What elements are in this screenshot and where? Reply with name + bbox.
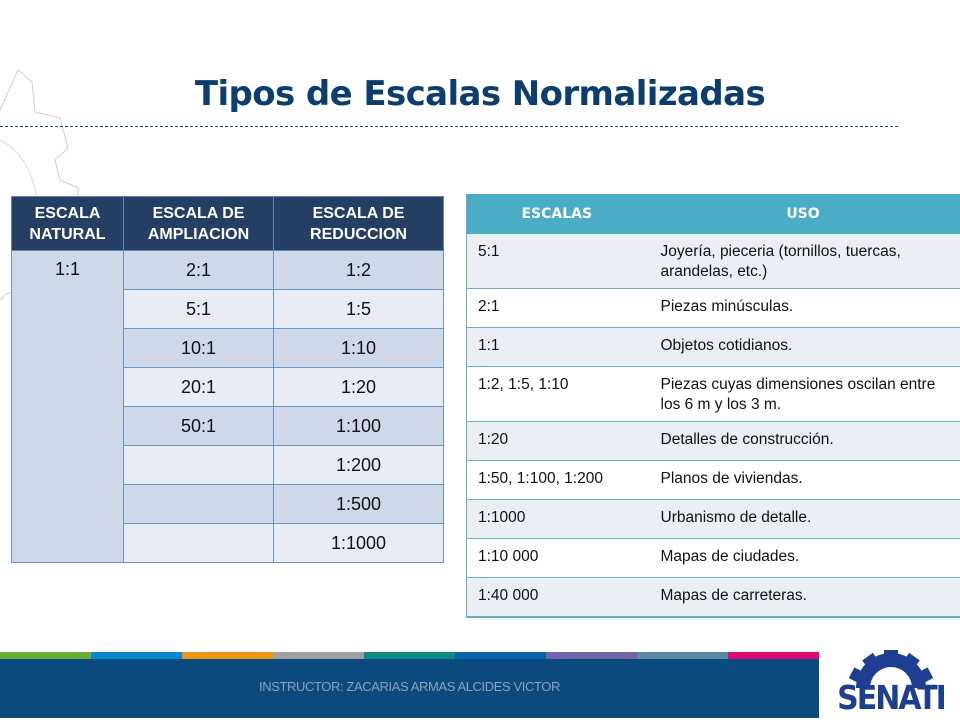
uso-cell: Objetos cotidianos. xyxy=(646,327,960,367)
stripe xyxy=(91,652,182,659)
table-row: 1:1000 xyxy=(12,523,444,563)
header-reduccion: ESCALA DE REDUCCION xyxy=(273,196,444,251)
header-uso: USO xyxy=(646,194,960,234)
uso-cell: Piezas minúsculas. xyxy=(646,288,960,328)
table-row: 1:40 000 Mapas de carreteras. xyxy=(466,577,960,617)
title-divider xyxy=(0,126,898,127)
footer-bar xyxy=(0,659,819,718)
reduccion-cell: 1:100 xyxy=(273,406,444,446)
reduccion-cell: 1:500 xyxy=(273,484,444,524)
uso-cell: Mapas de ciudades. xyxy=(646,538,960,578)
table-row: 1:500 xyxy=(12,484,444,524)
table-row: 1:1 Objetos cotidianos. xyxy=(466,327,960,367)
senati-gear-icon xyxy=(848,650,934,688)
uso-cell: Piezas cuyas dimensiones oscilan entre l… xyxy=(646,366,960,422)
ampliacion-cell xyxy=(123,523,274,563)
table-row: 10:1 1:10 xyxy=(12,328,444,368)
table-row: 5:1 Joyería, pieceria (tornillos, tuerca… xyxy=(466,233,960,289)
uso-cell: Planos de viviendas. xyxy=(646,460,960,500)
uso-cell: Detalles de construcción. xyxy=(646,421,960,461)
table-row: 1:1000 Urbanismo de detalle. xyxy=(466,499,960,539)
table-row: 1:50, 1:100, 1:200 Planos de viviendas. xyxy=(466,460,960,500)
reduccion-cell: 1:10 xyxy=(273,328,444,368)
header-escalas: ESCALAS xyxy=(466,194,647,234)
table-row: 2:1 Piezas minúsculas. xyxy=(466,288,960,328)
slide-title: Tipos de Escalas Normalizadas xyxy=(194,74,766,114)
reduccion-cell: 1:5 xyxy=(273,289,444,329)
ampliacion-cell: 50:1 xyxy=(123,406,274,446)
reduccion-cell: 1:1000 xyxy=(273,523,444,563)
ampliacion-cell: 10:1 xyxy=(123,328,274,368)
escala-cell: 2:1 xyxy=(466,288,647,328)
escala-cell: 1:1000 xyxy=(466,499,647,539)
instructor-label: INSTRUCTOR: ZACARIAS ARMAS ALCIDES VICTO… xyxy=(259,679,560,694)
stripe xyxy=(455,652,546,659)
reduccion-cell: 1:20 xyxy=(273,367,444,407)
table-row: 5:1 1:5 xyxy=(12,289,444,329)
table-row: 1:200 xyxy=(12,445,444,485)
ampliacion-cell: 5:1 xyxy=(123,289,274,329)
ampliacion-cell xyxy=(123,445,274,485)
escala-cell: 1:40 000 xyxy=(466,577,647,617)
escala-cell: 1:20 xyxy=(466,421,647,461)
table-row: 1:2, 1:5, 1:10 Piezas cuyas dimensiones … xyxy=(466,366,960,422)
header-natural: ESCALA NATURAL xyxy=(11,196,124,251)
uso-cell: Joyería, pieceria (tornillos, tuercas, a… xyxy=(646,233,960,289)
color-stripes xyxy=(0,652,819,659)
scale-types-table: ESCALA NATURAL ESCALA DE AMPLIACION ESCA… xyxy=(11,196,444,563)
escala-cell: 5:1 xyxy=(466,233,647,289)
ampliacion-cell: 2:1 xyxy=(123,250,274,290)
ampliacion-cell: 20:1 xyxy=(123,367,274,407)
stripe xyxy=(728,652,819,659)
stripe xyxy=(546,652,637,659)
escala-cell: 1:10 000 xyxy=(466,538,647,578)
escala-cell: 1:1 xyxy=(466,327,647,367)
table-row: 1:20 Detalles de construcción. xyxy=(466,421,960,461)
escala-cell: 1:50, 1:100, 1:200 xyxy=(466,460,647,500)
stripe xyxy=(273,652,364,659)
table-row: 20:1 1:20 xyxy=(12,367,444,407)
table-row: 1:10 000 Mapas de ciudades. xyxy=(466,538,960,578)
ampliacion-cell xyxy=(123,484,274,524)
header-ampliacion: ESCALA DE AMPLIACION xyxy=(123,196,274,251)
reduccion-cell: 1:2 xyxy=(273,250,444,290)
uso-cell: Urbanismo de detalle. xyxy=(646,499,960,539)
natural-scale-cell: 1:1 xyxy=(11,250,124,563)
reduccion-cell: 1:200 xyxy=(273,445,444,485)
stripe xyxy=(0,652,91,659)
stripe xyxy=(364,652,455,659)
table-row: 50:1 1:100 xyxy=(12,406,444,446)
stripe xyxy=(182,652,273,659)
scale-usage-table: ESCALAS USO 5:1 Joyería, pieceria (torni… xyxy=(466,194,960,618)
uso-cell: Mapas de carreteras. xyxy=(646,577,960,617)
stripe xyxy=(637,652,728,659)
escala-cell: 1:2, 1:5, 1:10 xyxy=(466,366,647,422)
senati-logo-text: SENATI xyxy=(837,679,947,718)
table-row: 1:1 2:1 1:2 xyxy=(11,250,444,563)
